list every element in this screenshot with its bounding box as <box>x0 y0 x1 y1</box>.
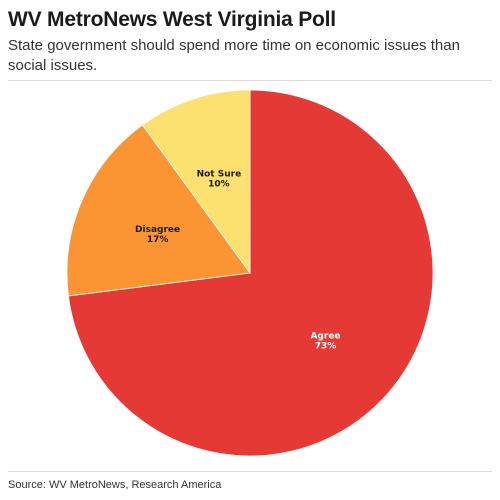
pie-slice-not-sure <box>141 89 251 275</box>
slice-label-not-sure: Not Sure <box>197 169 242 179</box>
slice-value-disagree: 17% <box>147 235 169 245</box>
slice-value-agree: 73% <box>315 342 337 352</box>
header-divider <box>8 80 492 81</box>
slice-label-disagree: Disagree <box>135 225 180 235</box>
source-note: Source: WV MetroNews, Research America <box>8 479 222 491</box>
pie-slice-disagree <box>66 124 251 297</box>
pie-slice-agree <box>67 89 434 457</box>
chart-title: WV MetroNews West Virginia Poll <box>8 8 336 31</box>
slice-value-not-sure: 10% <box>208 179 230 189</box>
chart-subtitle: State government should spend more time … <box>8 37 460 74</box>
slice-label-agree: Agree <box>310 332 340 342</box>
footer-divider <box>8 471 492 472</box>
